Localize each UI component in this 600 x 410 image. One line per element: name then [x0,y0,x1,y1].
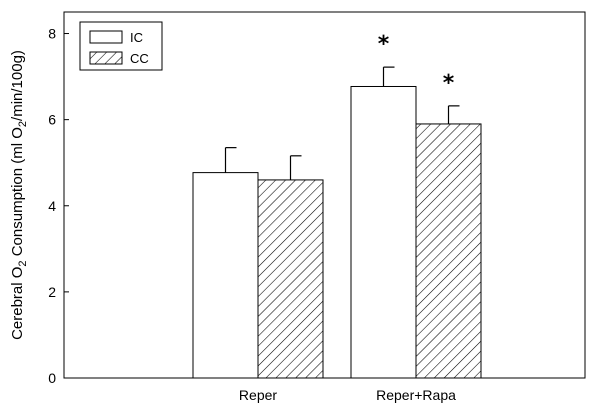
y-axis-label-part: /min/100g) [9,50,26,121]
significance-star: * [378,32,390,57]
significance-markers: ** [378,32,455,96]
y-axis: 0 2 4 6 8 [48,26,69,386]
bars [192,85,482,379]
x-tick-label: Reper [239,387,277,403]
y-axis-label-part: Consumption (ml O [9,127,26,260]
bar-cc-0 [257,179,324,379]
legend-label-ic: IC [130,30,143,45]
y-tick-label: 4 [48,198,56,214]
y-tick-label: 2 [48,284,56,300]
legend: IC CC [79,21,163,71]
legend-swatch-cc [89,51,123,65]
bar-cc-1 [415,123,482,379]
legend-swatch-ic [89,30,123,44]
y-axis-label-subscript: 2 [17,260,29,266]
y-axis-label: Cerebral O2 Consumption (ml O2/min/100g) [9,50,29,340]
legend-label-cc: CC [130,51,149,66]
x-axis: Reper Reper+Rapa [239,373,456,403]
y-axis-label-subscript: 2 [17,121,29,127]
x-tick-label: Reper+Rapa [376,387,456,403]
error-bars [224,66,460,180]
bar-ic-1 [350,85,417,379]
y-axis-label-part: Cerebral O [9,267,26,340]
y-tick-label: 6 [48,112,56,128]
significance-star: * [443,71,455,96]
plot-frame [63,11,586,379]
bar-ic-0 [192,172,259,379]
y-tick-label: 0 [48,370,56,386]
y-tick-label: 8 [48,26,56,42]
